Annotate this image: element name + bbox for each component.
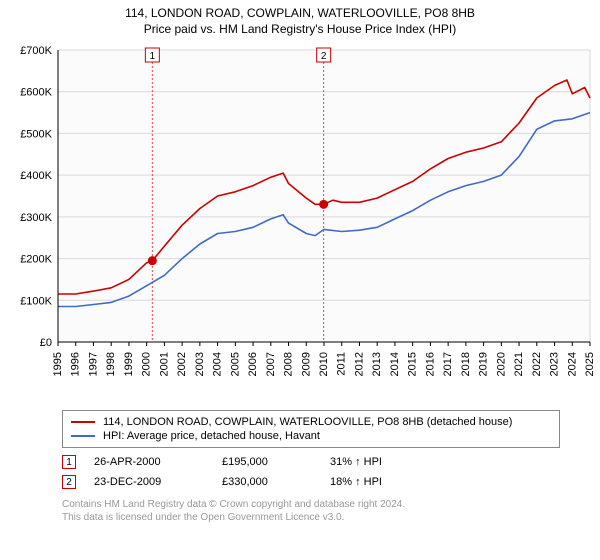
svg-text:2008: 2008 [283, 352, 295, 376]
events-table: 1 26-APR-2000 £195,000 31% ↑ HPI 2 23-DEC-200… [62, 452, 560, 492]
chart-subtitle: Price paid vs. HM Land Registry's House … [0, 20, 600, 42]
svg-text:£500K: £500K [20, 128, 52, 140]
chart-area: £0 £100K £200K £300K £400K £500K £600K £700K 199… [0, 42, 600, 402]
svg-text:£400K: £400K [20, 170, 52, 182]
legend: 114, LONDON ROAD, COWPLAIN, WATERLOOVILL… [62, 410, 560, 448]
legend-swatch [71, 435, 95, 437]
svg-text:1: 1 [150, 51, 156, 62]
svg-text:2002: 2002 [176, 352, 188, 376]
svg-text:1999: 1999 [123, 352, 135, 376]
svg-text:2013: 2013 [371, 352, 383, 376]
legend-label: 114, LONDON ROAD, COWPLAIN, WATERLOOVILL… [103, 416, 512, 428]
footnote-line: Contains HM Land Registry data © Crown c… [62, 498, 560, 511]
svg-text:1997: 1997 [87, 352, 99, 376]
svg-text:£300K: £300K [20, 212, 52, 224]
svg-text:2016: 2016 [424, 352, 436, 376]
svg-text:1995: 1995 [52, 352, 64, 376]
svg-text:1996: 1996 [70, 352, 82, 376]
svg-text:2007: 2007 [265, 352, 277, 376]
event-hpi: 31% ↑ HPI [330, 456, 382, 468]
svg-text:2001: 2001 [158, 352, 170, 376]
svg-text:2010: 2010 [318, 352, 330, 376]
svg-text:2000: 2000 [141, 352, 153, 376]
svg-text:2003: 2003 [194, 352, 206, 376]
footnote: Contains HM Land Registry data © Crown c… [62, 498, 560, 524]
svg-text:2025: 2025 [584, 352, 596, 376]
svg-text:2006: 2006 [247, 352, 259, 376]
svg-text:2015: 2015 [407, 352, 419, 376]
event-row: 1 26-APR-2000 £195,000 31% ↑ HPI [62, 452, 560, 472]
svg-text:2014: 2014 [389, 352, 401, 376]
event-price: £195,000 [222, 456, 312, 468]
event-hpi: 18% ↑ HPI [330, 476, 382, 488]
svg-text:2023: 2023 [549, 352, 561, 376]
legend-label: HPI: Average price, detached house, Hava… [103, 430, 320, 442]
svg-text:£200K: £200K [20, 254, 52, 266]
footnote-line: This data is licensed under the Open Gov… [62, 511, 560, 524]
svg-text:2009: 2009 [300, 352, 312, 376]
chart-title: 114, LONDON ROAD, COWPLAIN, WATERLOOVILL… [0, 0, 600, 20]
svg-text:1998: 1998 [105, 352, 117, 376]
svg-text:£700K: £700K [20, 45, 52, 57]
svg-text:2011: 2011 [336, 352, 348, 376]
event-row: 2 23-DEC-2009 £330,000 18% ↑ HPI [62, 472, 560, 492]
legend-swatch [71, 421, 95, 423]
svg-text:£0: £0 [40, 337, 52, 349]
svg-text:2022: 2022 [531, 352, 543, 376]
svg-text:2018: 2018 [460, 352, 472, 376]
svg-text:2019: 2019 [478, 352, 490, 376]
svg-text:£600K: £600K [20, 87, 52, 99]
svg-text:2017: 2017 [442, 352, 454, 376]
svg-text:2: 2 [321, 51, 327, 62]
svg-text:2005: 2005 [229, 352, 241, 376]
line-chart: £0 £100K £200K £300K £400K £500K £600K £700K 199… [0, 42, 600, 402]
svg-text:2004: 2004 [212, 352, 224, 376]
svg-text:2020: 2020 [495, 352, 507, 376]
legend-item: HPI: Average price, detached house, Hava… [71, 429, 551, 443]
event-date: 23-DEC-2009 [94, 476, 204, 488]
event-price: £330,000 [222, 476, 312, 488]
legend-item: 114, LONDON ROAD, COWPLAIN, WATERLOOVILL… [71, 415, 551, 429]
event-marker-icon: 1 [62, 455, 76, 469]
svg-text:2024: 2024 [566, 352, 578, 376]
svg-text:2012: 2012 [353, 352, 365, 376]
svg-text:2021: 2021 [513, 352, 525, 376]
event-marker-icon: 2 [62, 475, 76, 489]
event-date: 26-APR-2000 [94, 456, 204, 468]
svg-text:£100K: £100K [20, 295, 52, 307]
